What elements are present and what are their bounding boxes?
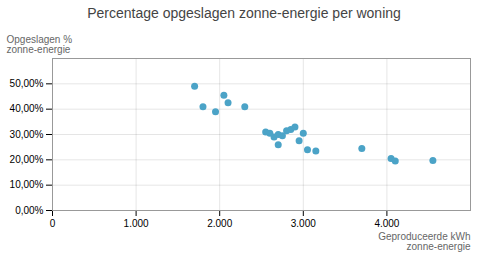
svg-text:Opgeslagen %zonne-energie: Opgeslagen %zonne-energie (7, 34, 73, 55)
svg-text:40,00%: 40,00% (10, 103, 44, 114)
svg-text:10,00%: 10,00% (10, 179, 44, 190)
svg-text:30,00%: 30,00% (10, 129, 44, 140)
svg-text:1.000: 1.000 (124, 218, 149, 229)
svg-text:20,00%: 20,00% (10, 154, 44, 165)
svg-text:3.000: 3.000 (291, 218, 316, 229)
svg-text:50,00%: 50,00% (10, 78, 44, 89)
svg-text:Geproduceerde kWhzonne-energie: Geproduceerde kWhzonne-energie (378, 231, 471, 252)
svg-text:0,00%: 0,00% (15, 205, 43, 216)
svg-text:2.000: 2.000 (207, 218, 232, 229)
svg-text:4.000: 4.000 (374, 218, 399, 229)
html-text:Percentage opgeslagen zonne-en: Percentage opgeslagen zonne-energie per … (87, 5, 401, 21)
svg-text:0: 0 (50, 218, 56, 229)
